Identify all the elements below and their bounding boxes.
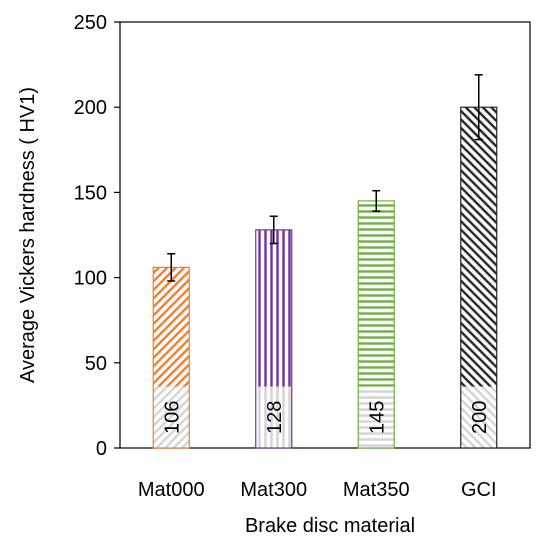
y-axis-ticks: 0 50 100 150 200 250 xyxy=(74,12,120,460)
x-tick-label: GCI xyxy=(461,479,497,501)
error-bar xyxy=(167,252,176,282)
y-tick-label: 250 xyxy=(74,12,107,34)
y-tick-label: 200 xyxy=(74,97,107,119)
plot-area-frame xyxy=(119,21,531,449)
bar-fill xyxy=(255,229,292,387)
bar-fill xyxy=(460,107,497,387)
bar-label-box xyxy=(460,386,497,448)
data-label: 128 xyxy=(264,401,286,434)
x-tick-label: Mat000 xyxy=(138,479,205,501)
y-tick-label: 100 xyxy=(74,268,107,290)
x-tick-label: Mat350 xyxy=(343,479,410,501)
bar-fill xyxy=(153,267,190,387)
bar-fill xyxy=(358,200,395,387)
bar-mat000 xyxy=(152,266,190,449)
y-tick-label: 150 xyxy=(74,182,107,204)
data-label: 145 xyxy=(366,401,388,434)
data-label: 106 xyxy=(161,401,183,434)
error-bar xyxy=(474,74,483,141)
bar-gci xyxy=(460,106,498,449)
data-labels-group: 106 128 145 200 xyxy=(161,401,491,434)
bar-mat300 xyxy=(255,229,293,449)
bars-group xyxy=(152,106,498,449)
y-tick-label: 50 xyxy=(85,353,107,375)
y-tick-label: 0 xyxy=(96,438,107,460)
bar-label-box xyxy=(255,386,292,448)
x-tick-label: Mat300 xyxy=(240,479,307,501)
error-bar xyxy=(372,189,381,212)
x-axis-labels: Mat000 Mat300 Mat350 GCI xyxy=(138,479,497,501)
y-axis-title: Average Vickers hardness ( HV1) xyxy=(17,87,39,383)
x-axis-title: Brake disc material xyxy=(245,515,415,537)
error-bar xyxy=(269,215,278,245)
data-label: 200 xyxy=(469,401,491,434)
error-bars-group xyxy=(167,74,483,282)
bar-label-box xyxy=(358,386,395,448)
bar-label-box xyxy=(153,386,190,448)
